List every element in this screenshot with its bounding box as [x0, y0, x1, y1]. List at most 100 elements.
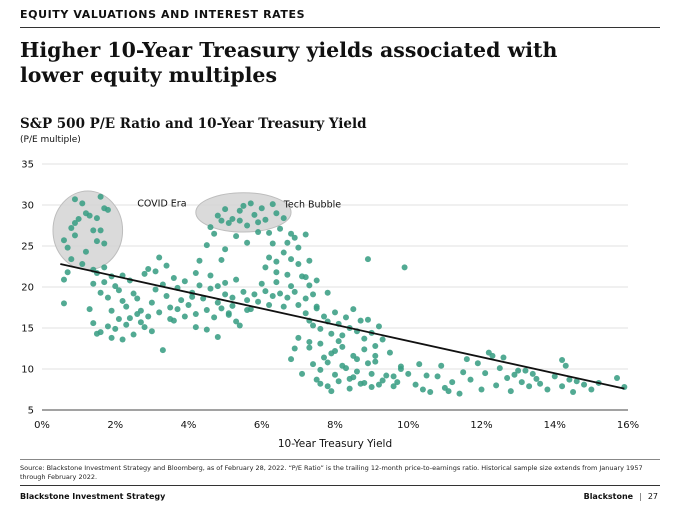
section-label: EQUITY VALUATIONS AND INTEREST RATES: [20, 8, 306, 21]
data-point: [291, 288, 298, 295]
y-tick-label: 15: [21, 324, 34, 335]
data-point: [211, 314, 218, 321]
data-point: [163, 293, 170, 300]
footer-left-text: Blackstone Investment Strategy: [20, 492, 166, 501]
data-point: [621, 384, 628, 391]
data-point: [207, 272, 214, 279]
data-point: [119, 336, 126, 343]
data-point: [342, 365, 349, 372]
data-point: [141, 324, 148, 331]
data-point: [288, 356, 295, 363]
data-point: [236, 322, 243, 329]
data-point: [306, 338, 313, 345]
x-tick-label: 4%: [181, 420, 197, 431]
data-point: [247, 200, 254, 207]
data-point: [229, 215, 236, 222]
data-point: [390, 373, 397, 380]
x-tick-label: 2%: [107, 420, 123, 431]
data-point: [68, 224, 75, 231]
y-tick-label: 25: [21, 242, 34, 253]
data-point: [559, 356, 566, 363]
data-point: [342, 314, 349, 321]
data-point: [288, 283, 295, 290]
data-point: [174, 306, 181, 313]
x-tick-label: 8%: [327, 420, 343, 431]
data-point: [123, 303, 130, 310]
data-point: [203, 242, 210, 249]
data-point: [97, 329, 104, 336]
data-point: [493, 382, 500, 389]
data-point: [368, 384, 375, 391]
data-point: [240, 202, 247, 209]
footer-divider: [20, 485, 660, 486]
data-point: [240, 288, 247, 295]
x-tick-label: 0%: [34, 420, 50, 431]
data-point: [247, 306, 254, 313]
data-point: [192, 324, 199, 331]
data-point: [71, 220, 78, 227]
x-tick-label: 14%: [544, 420, 566, 431]
data-point: [353, 368, 360, 375]
data-point: [313, 277, 320, 284]
data-point: [93, 238, 100, 245]
chart-title: S&P 500 P/E Ratio and 10-Year Treasury Y…: [20, 116, 367, 132]
data-point: [324, 289, 331, 296]
data-point: [244, 222, 251, 229]
data-point: [372, 352, 379, 359]
data-point: [299, 370, 306, 377]
data-point: [324, 383, 331, 390]
data-point: [167, 315, 174, 322]
data-point: [60, 276, 67, 283]
data-point: [189, 293, 196, 300]
data-point: [570, 388, 577, 395]
data-point: [328, 388, 335, 395]
data-point: [295, 244, 302, 251]
data-point: [97, 193, 104, 200]
data-point: [383, 372, 390, 379]
trendline: [60, 263, 625, 390]
data-point: [229, 294, 236, 301]
data-point: [75, 215, 82, 222]
data-point: [68, 256, 75, 263]
data-point: [357, 380, 364, 387]
data-point: [192, 270, 199, 277]
data-point: [581, 381, 588, 388]
data-point: [115, 315, 122, 322]
data-point: [310, 361, 317, 368]
data-point: [306, 344, 313, 351]
x-tick-label: 12%: [470, 420, 492, 431]
data-point: [196, 282, 203, 289]
data-point: [203, 306, 210, 313]
x-tick-label: 10%: [397, 420, 419, 431]
data-point: [313, 303, 320, 310]
data-point: [181, 313, 188, 320]
data-point: [291, 345, 298, 352]
data-point: [79, 261, 86, 268]
data-point: [346, 385, 353, 392]
data-point: [163, 262, 170, 269]
data-point: [364, 316, 371, 323]
data-point: [222, 246, 229, 253]
data-point: [214, 334, 221, 341]
data-point: [192, 311, 199, 318]
data-point: [200, 295, 207, 302]
data-point: [258, 205, 265, 212]
data-point: [321, 313, 328, 320]
top-divider: [20, 27, 660, 28]
data-point: [310, 322, 317, 329]
data-point: [588, 386, 595, 393]
y-tick-label: 10: [21, 365, 34, 376]
data-point: [445, 388, 452, 395]
data-point: [335, 338, 342, 345]
data-point: [185, 302, 192, 309]
data-point: [277, 225, 284, 232]
data-point: [156, 254, 163, 261]
data-point: [141, 270, 148, 277]
data-point: [339, 332, 346, 339]
data-point: [295, 334, 302, 341]
data-point: [214, 212, 221, 219]
data-point: [394, 379, 401, 386]
data-point: [507, 388, 514, 395]
data-point: [474, 360, 481, 367]
data-point: [332, 309, 338, 316]
